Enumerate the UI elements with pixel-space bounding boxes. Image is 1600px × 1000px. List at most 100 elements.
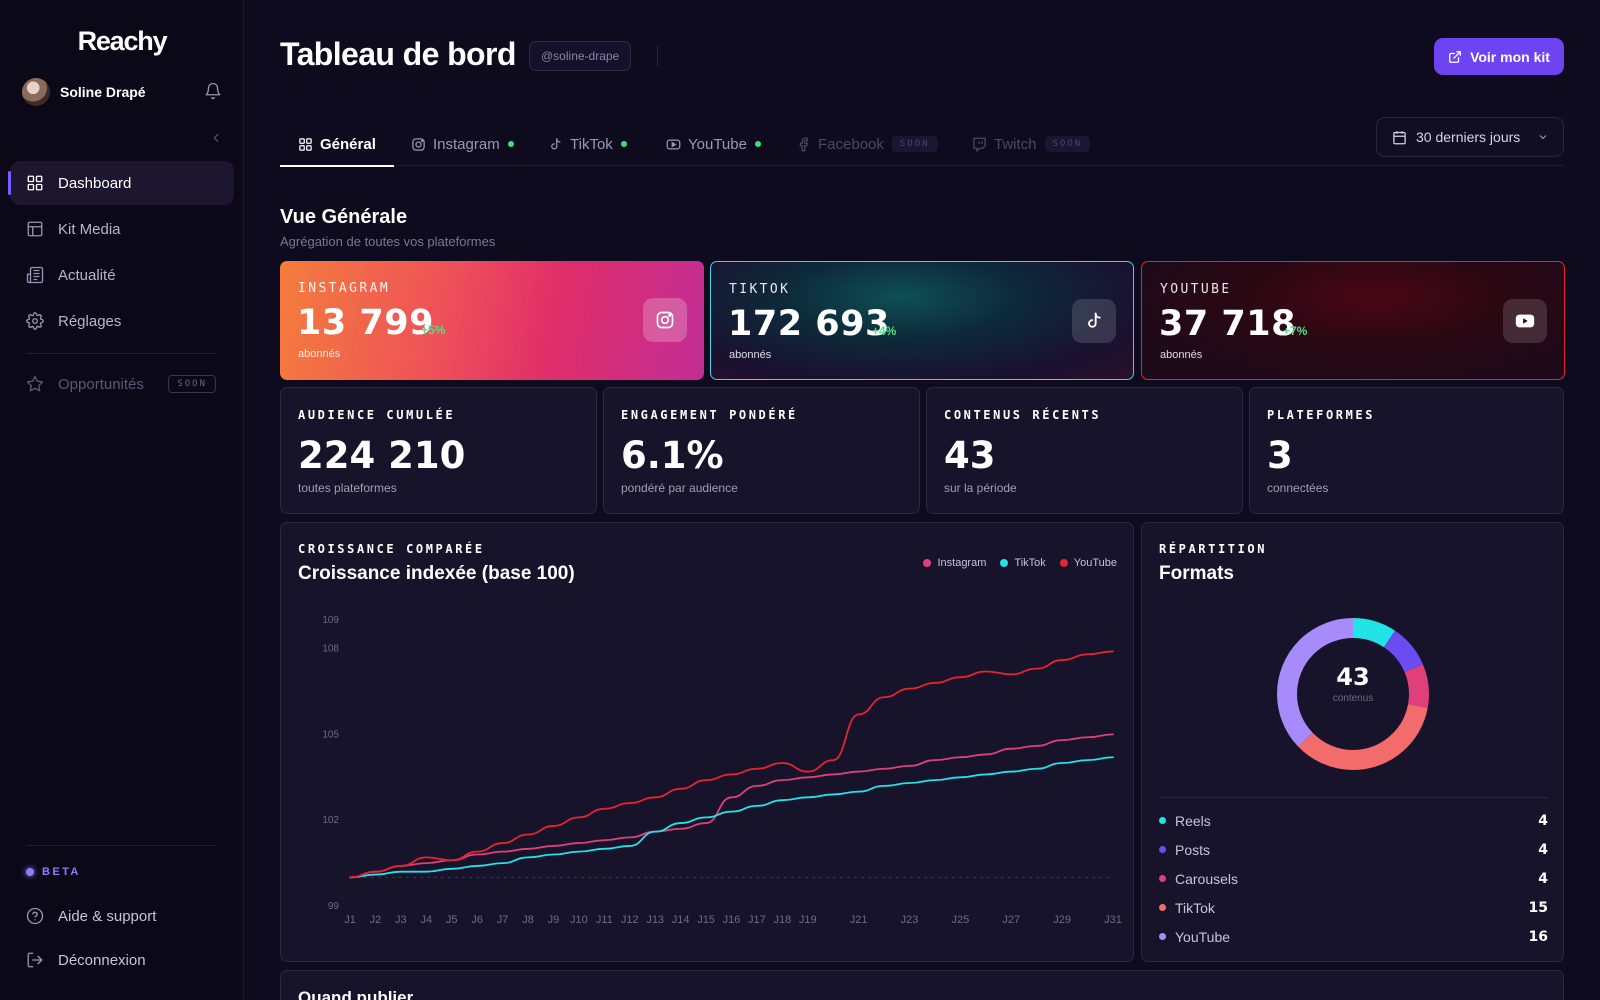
sidebar-item-kit-media[interactable]: Kit Media — [10, 207, 234, 251]
page-title: Tableau de bord — [280, 36, 516, 72]
series-line-youtube — [349, 650, 1114, 879]
help-circle-icon — [26, 907, 44, 925]
y-tick-label: 105 — [322, 729, 339, 740]
tab-tiktok[interactable]: TikTok — [548, 122, 627, 166]
list-item: Reels 4 — [1159, 806, 1548, 835]
x-tick-label: J9 — [548, 914, 560, 926]
connected-status-dot — [754, 141, 761, 147]
view-kit-button[interactable]: Voir mon kit — [1434, 38, 1564, 75]
legend-item-youtube[interactable]: YouTube — [1059, 557, 1117, 569]
chevron-down-icon — [1539, 135, 1547, 140]
stat-label: AUDIENCE CUMULÉE — [298, 408, 456, 422]
legend-label: YouTube — [1073, 557, 1117, 569]
sidebar: Reachy Soline Drapé Dashboard Kit Media … — [0, 0, 244, 1000]
donut-slice-tiktok[interactable] — [1277, 618, 1429, 770]
sidebar-item-label: Actualité — [58, 266, 116, 284]
logout-link[interactable]: Déconnexion — [26, 945, 146, 975]
donut-total: 43 — [1336, 663, 1370, 691]
formats-donut-chart[interactable]: 43 contenus — [1272, 613, 1434, 775]
y-tick-label: 109 — [322, 615, 339, 626]
stat-subtitle: pondéré par audience — [621, 481, 738, 495]
youtube-card[interactable]: YOUTUBE 37 718 +7% abonnés — [1141, 261, 1565, 380]
date-range-select[interactable]: 30 derniers jours — [1376, 117, 1564, 157]
help-support-link[interactable]: Aide & support — [26, 901, 156, 931]
sidebar-item-opportunites[interactable]: Opportunités SOON — [26, 368, 216, 400]
platform-label: INSTAGRAM — [298, 281, 391, 296]
x-tick-label: J2 — [370, 914, 382, 926]
donut-slice-carousels[interactable] — [1277, 618, 1429, 770]
tab-instagram[interactable]: Instagram — [411, 122, 514, 166]
growth-line-chart[interactable]: 99 102 105 108 109 J1 J2 J3 J4 J5 J6 J7 J8 J9 J10 J11 J1… — [281, 523, 1133, 961]
connected-status-dot — [507, 141, 514, 147]
date-range-label: 30 derniers jours — [1416, 129, 1521, 145]
instagram-icon — [412, 137, 425, 151]
tab-label: TikTok — [570, 135, 613, 153]
tab-label: Instagram — [433, 135, 500, 153]
format-dot — [1159, 904, 1166, 911]
soon-badge: SOON — [168, 375, 216, 393]
tab-facebook[interactable]: Facebook SOON — [796, 122, 938, 166]
format-count: 4 — [1538, 812, 1548, 829]
avatar[interactable] — [22, 78, 50, 106]
sidebar-item-reglages[interactable]: Réglages — [10, 299, 234, 343]
card-title: Quand publier — [298, 988, 414, 1000]
y-tick-label: 102 — [322, 815, 339, 826]
x-tick-label: J17 — [748, 914, 766, 926]
x-tick-label: J13 — [646, 914, 664, 926]
soon-badge: SOON — [1044, 136, 1091, 152]
follower-unit: abonnés — [1160, 349, 1203, 361]
sidebar-item-actualite[interactable]: Actualité — [10, 253, 234, 297]
legend-item-instagram[interactable]: Instagram — [923, 557, 986, 569]
tab-twitch[interactable]: Twitch SOON — [972, 122, 1091, 166]
legend-label: Instagram — [937, 557, 987, 569]
sidebar-nav: Dashboard Kit Media Actualité Réglages — [8, 161, 234, 345]
follower-count: 172 693 — [728, 304, 890, 344]
format-count: 16 — [1528, 928, 1548, 945]
platform-label: TIKTOK — [729, 282, 791, 297]
format-label: TikTok — [1175, 899, 1215, 916]
stat-label: PLATEFORMES — [1267, 408, 1376, 422]
stat-card-engagement: ENGAGEMENT PONDÉRÉ 6.1% pondéré par audi… — [603, 387, 920, 514]
stat-card-contents: CONTENUS RÉCENTS 43 sur la période — [926, 387, 1243, 514]
legend-item-tiktok[interactable]: TikTok — [1000, 557, 1046, 569]
sidebar-item-dashboard[interactable]: Dashboard — [8, 161, 234, 205]
user-profile[interactable]: Soline Drapé — [22, 77, 222, 107]
external-link-icon — [1449, 50, 1461, 63]
bell-icon[interactable] — [204, 82, 222, 105]
panel-label: RÉPARTITION — [1159, 542, 1268, 556]
growth-delta: +4% — [872, 324, 897, 338]
tiktok-icon — [1072, 299, 1116, 343]
series-line-instagram — [349, 733, 1114, 879]
tab-youtube[interactable]: YouTube — [666, 122, 761, 166]
format-count: 15 — [1528, 899, 1548, 916]
x-tick-label: J23 — [901, 914, 919, 926]
x-tick-label: J16 — [723, 914, 741, 926]
format-label: YouTube — [1175, 928, 1231, 945]
instagram-card[interactable]: INSTAGRAM 13 799 +5% abonnés — [280, 261, 704, 380]
x-tick-label: J29 — [1053, 914, 1071, 926]
x-tick-label: J8 — [522, 914, 534, 926]
youtube-icon — [666, 139, 681, 149]
stat-value: 43 — [944, 434, 996, 477]
stat-subtitle: sur la période — [944, 481, 1017, 495]
panel-label: CROISSANCE COMPARÉE — [298, 542, 485, 556]
stat-card-audience: AUDIENCE CUMULÉE 224 210 toutes platefor… — [280, 387, 597, 514]
collapse-sidebar-icon[interactable] — [209, 131, 223, 150]
x-tick-label: J18 — [773, 914, 791, 926]
tiktok-card[interactable]: TIKTOK 172 693 +4% abonnés — [710, 261, 1134, 380]
list-item: YouTube 16 — [1159, 922, 1548, 951]
stat-value: 3 — [1267, 434, 1293, 477]
sidebar-divider — [26, 353, 216, 354]
tiktok-icon — [551, 137, 561, 149]
connected-status-dot — [620, 141, 627, 147]
tab-label: YouTube — [688, 135, 747, 153]
donut-slice-youtube[interactable] — [1277, 618, 1429, 770]
chart-legend: Instagram TikTok YouTube — [909, 557, 1117, 569]
app-logo[interactable]: Reachy — [77, 26, 168, 56]
x-tick-label: J3 — [395, 914, 407, 926]
logout-label: Déconnexion — [58, 951, 146, 969]
sidebar-item-label: Opportunités — [58, 375, 144, 393]
y-tick-label: 99 — [328, 901, 340, 912]
tab-general[interactable]: Général — [280, 122, 394, 167]
y-tick-label: 108 — [322, 644, 339, 655]
